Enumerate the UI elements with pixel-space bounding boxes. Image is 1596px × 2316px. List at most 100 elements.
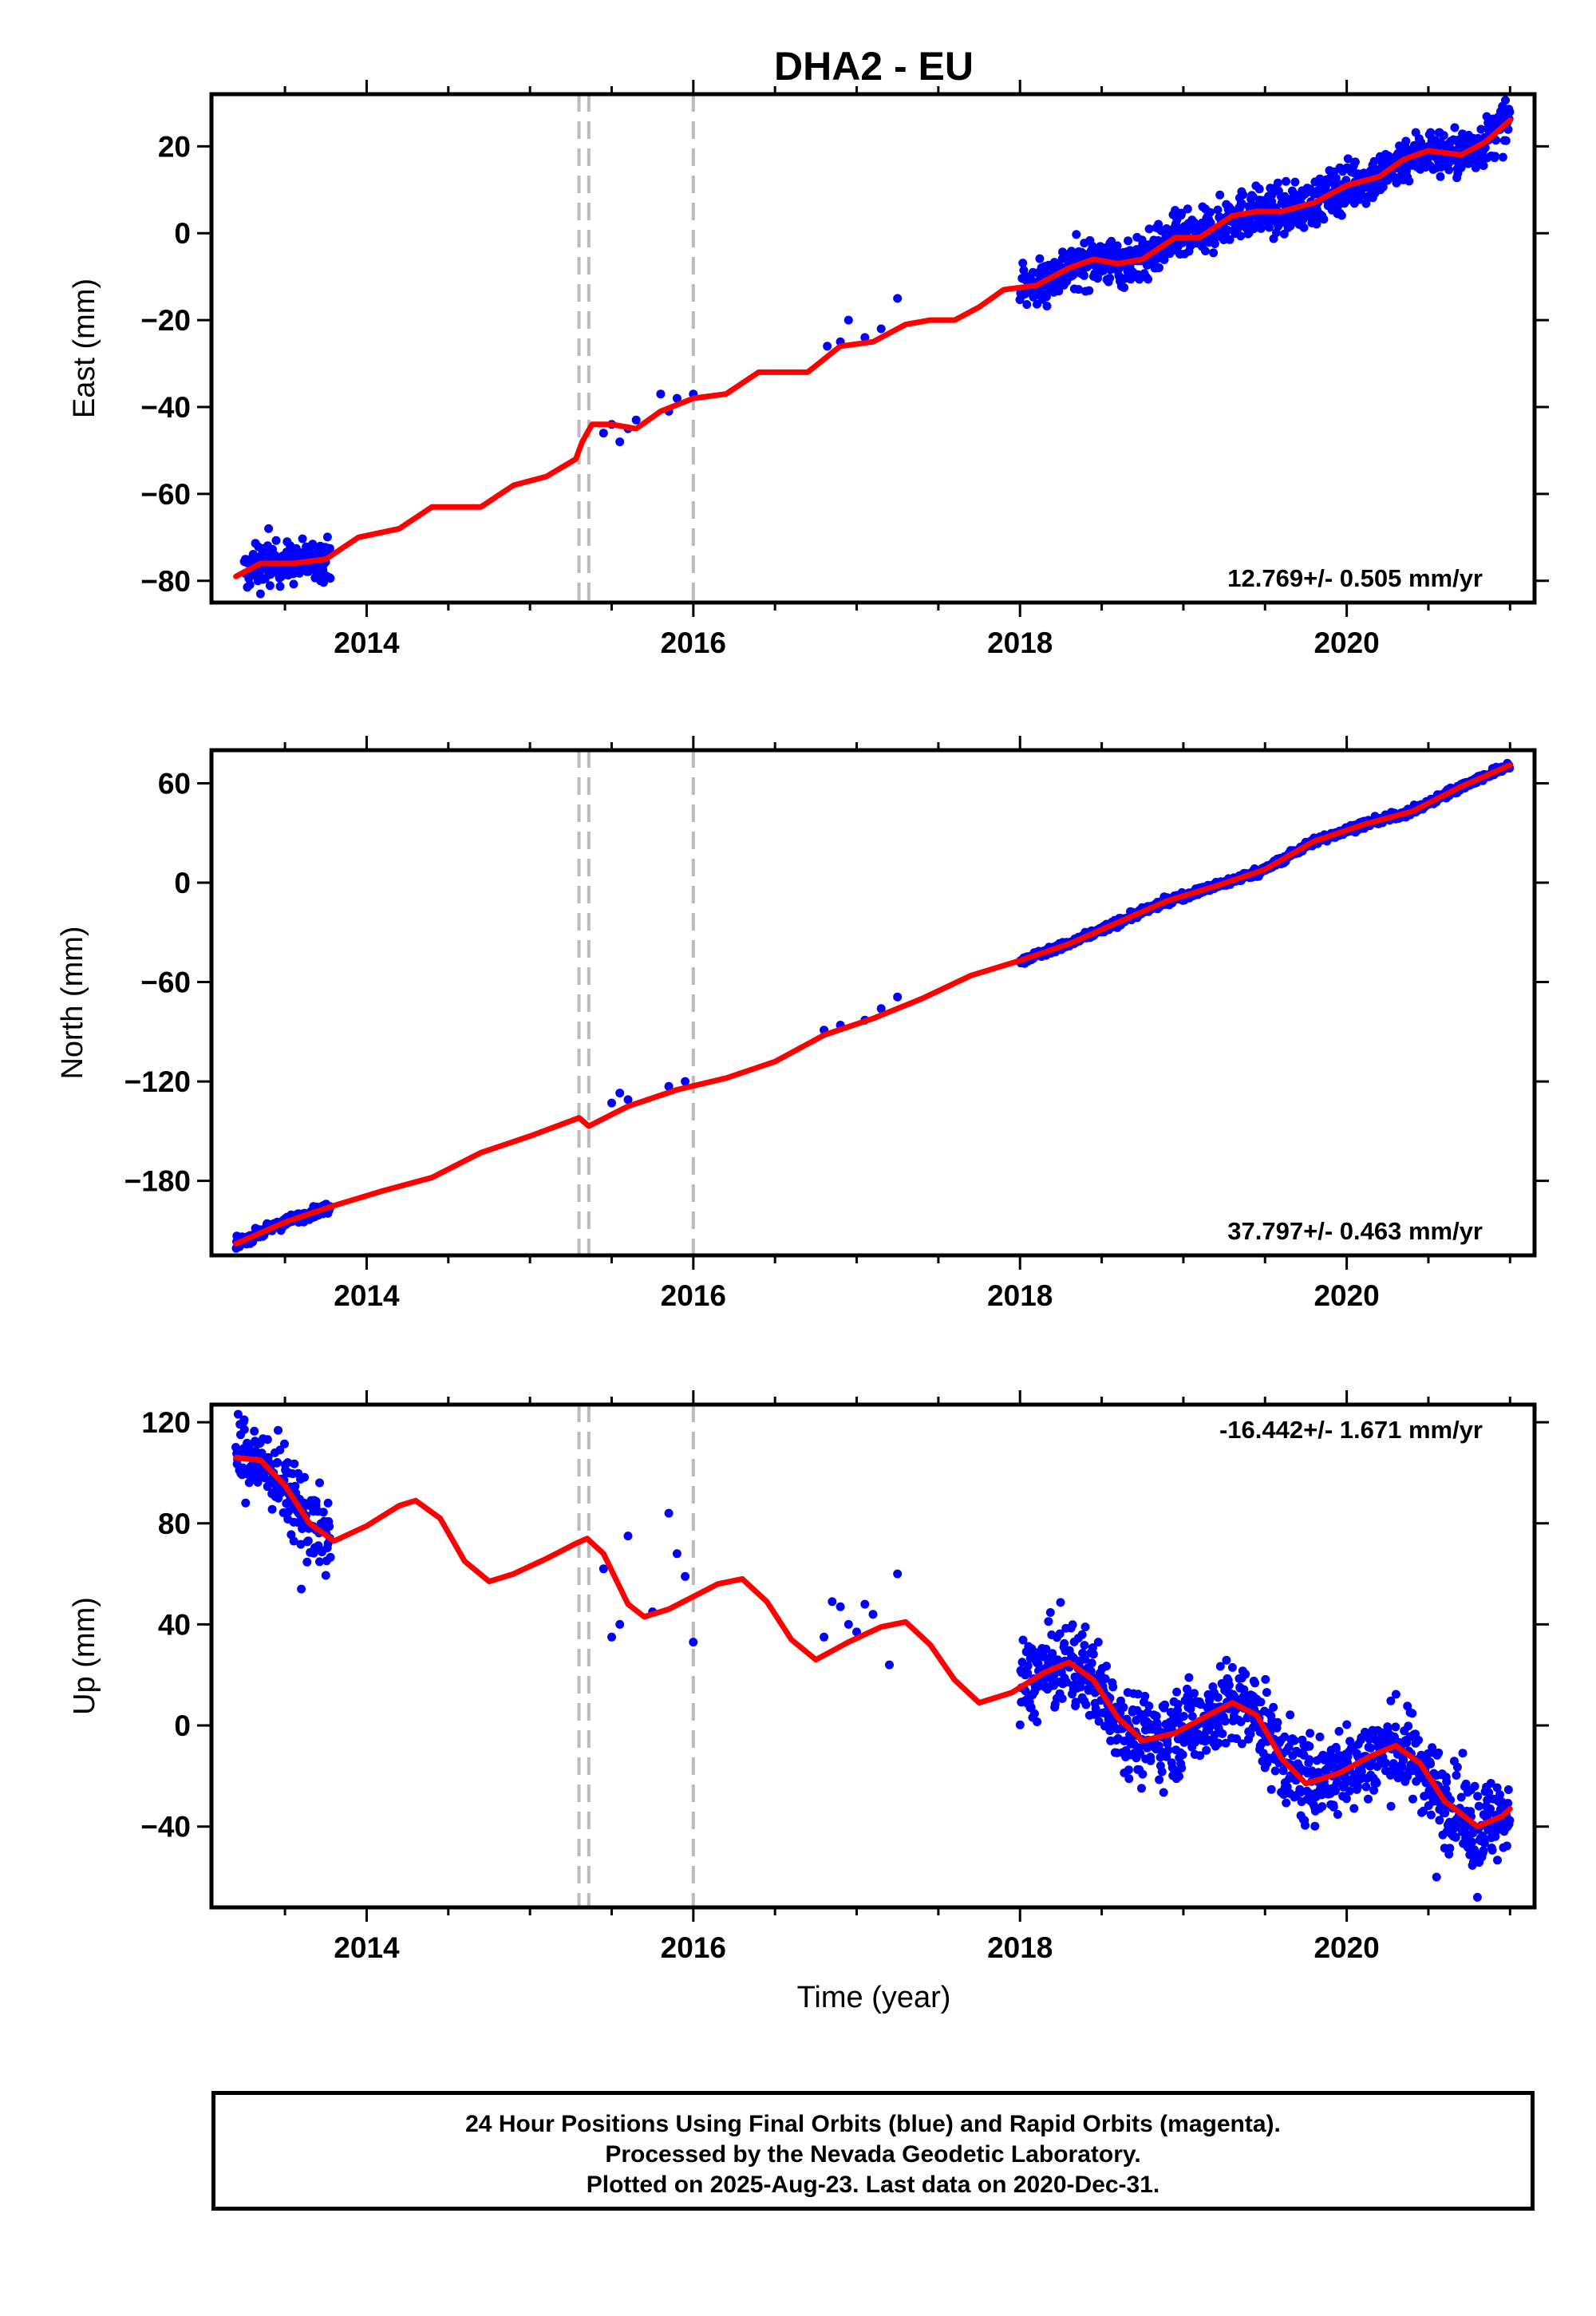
data-point [1280,1732,1290,1741]
data-point [1334,1726,1344,1736]
data-point [1195,1751,1205,1761]
data-point [1068,1620,1077,1630]
data-point [1391,1690,1400,1699]
data-point [1487,1845,1497,1855]
data-point [1310,1821,1320,1831]
y-tick-label: 20 [158,130,191,163]
data-point [672,1549,681,1559]
data-point [1381,1758,1390,1768]
data-point [1155,263,1163,272]
data-point [1213,1693,1223,1702]
data-point [250,1426,259,1436]
data-point [1365,1761,1375,1771]
data-point [1218,1729,1227,1738]
data-point [1054,287,1064,296]
data-point [1162,1752,1171,1761]
data-point [297,1584,306,1594]
data-point [1214,1738,1223,1748]
data-point [1094,1717,1104,1726]
data-point [1442,1777,1452,1787]
up-panel: 2014 2016 2018 2020 120 80 40 0 −40 Up (mm) -16.44… [68,1390,1549,1964]
data-point [1057,1694,1067,1703]
data-point [1196,1700,1205,1709]
data-point [1023,1661,1033,1670]
data-point [1018,259,1028,268]
y-tick-label: −60 [140,478,191,511]
data-point [1372,1778,1381,1788]
data-point [1102,1662,1112,1671]
data-point [298,534,307,543]
data-point [1468,1837,1477,1847]
data-point [1241,1670,1250,1679]
data-point [1144,275,1153,284]
data-point [1486,1804,1495,1813]
caption-line-1: 24 Hour Positions Using Final Orbits (bl… [465,2111,1281,2137]
data-point [1314,1768,1323,1777]
data-point [615,1619,625,1629]
data-point [1256,1697,1266,1707]
data-point [1472,1892,1482,1902]
y-tick-label: 60 [158,768,191,800]
data-point [1498,152,1507,162]
y-tick-label: 0 [174,1709,191,1742]
data-point [1146,1756,1156,1765]
data-point [239,1415,249,1425]
data-point [1476,124,1486,134]
data-point [1187,1712,1197,1721]
data-point [1261,1674,1270,1684]
data-point [1317,1802,1327,1812]
data-point [852,1627,861,1637]
data-point [1493,1856,1502,1865]
data-point [1062,1678,1071,1687]
data-point [615,437,625,447]
data-point [1353,1782,1363,1792]
data-point [1306,1729,1315,1738]
data-point [1343,154,1353,164]
data-point [1501,96,1510,105]
data-point [820,1632,829,1642]
data-point [1138,1769,1148,1779]
data-point [1450,123,1460,132]
data-point [1505,107,1515,117]
data-point [1163,1739,1172,1749]
data-point [302,1557,312,1567]
data-point [1250,1678,1260,1688]
data-point [1286,1710,1295,1720]
data-point [1444,165,1454,175]
data-point [1458,1749,1468,1758]
data-point [1084,1683,1094,1693]
data-point [1220,1717,1230,1726]
data-point [1210,1730,1219,1740]
data-point [1035,254,1045,263]
plot-frame [209,748,1537,1258]
y-tick-label: −120 [124,1065,191,1098]
data-point [1074,285,1084,294]
data-point [277,1488,286,1497]
data-point [1155,1775,1164,1784]
y-tick-label: −40 [140,391,191,424]
data-point [1222,1655,1231,1665]
caption-line-2: Processed by the Nevada Geodetic Laborat… [605,2141,1141,2168]
data-point [1136,1749,1145,1758]
data-point [607,1632,616,1642]
data-point [615,1089,625,1098]
data-point [1184,1673,1194,1682]
data-point [275,582,285,591]
data-point [1202,1745,1211,1755]
data-point [1401,136,1411,146]
data-point [1341,1794,1351,1804]
data-point [1120,283,1129,292]
data-point [1262,1688,1271,1697]
data-point [672,393,681,403]
data-point [1273,178,1282,188]
y-tick-label: 40 [158,1608,191,1641]
model-curve [233,1455,1513,1830]
data-point [325,1522,334,1531]
data-point [1299,223,1309,232]
data-point [1081,1700,1091,1709]
y-tick-label: −20 [140,304,191,337]
data-point [1474,1801,1483,1811]
data-point [1305,1741,1314,1751]
data-point [1069,270,1078,279]
data-point [860,333,870,342]
